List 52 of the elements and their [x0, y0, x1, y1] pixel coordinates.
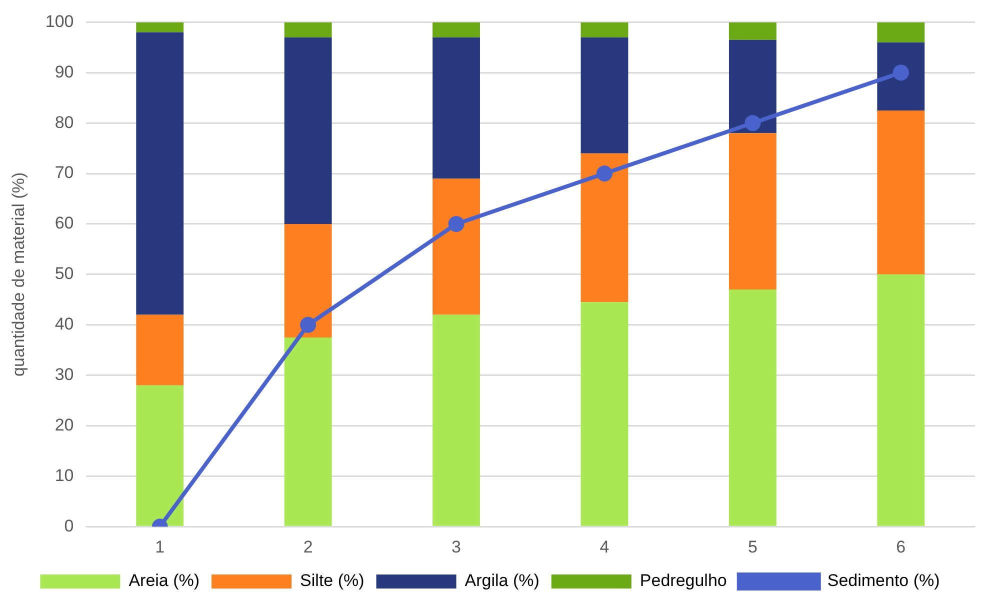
bar — [728, 40, 776, 134]
x-tick-label: 1 — [155, 537, 165, 556]
bar — [580, 153, 628, 302]
bar — [284, 224, 332, 338]
bar — [580, 37, 628, 154]
y-tick-label: 70 — [54, 163, 74, 182]
x-tick-label: 5 — [748, 537, 758, 556]
bar — [728, 290, 776, 526]
legend-label: Silte (%) — [300, 571, 364, 590]
bar — [284, 337, 332, 526]
bar — [728, 133, 776, 290]
y-tick-label: 30 — [54, 364, 74, 384]
bar — [877, 274, 925, 526]
x-tick-label: 2 — [303, 537, 313, 556]
legend-label: Argila (%) — [464, 571, 540, 590]
bar — [728, 22, 776, 40]
y-tick-label: 20 — [54, 415, 74, 434]
bar — [136, 32, 184, 315]
y-tick-label: 100 — [45, 12, 74, 31]
bar — [432, 37, 480, 179]
bar — [136, 314, 184, 386]
point — [744, 115, 761, 132]
bar — [136, 22, 184, 32]
bar — [284, 37, 332, 224]
legend-label: Areia (%) — [128, 571, 200, 590]
bar — [284, 22, 332, 38]
bar — [877, 42, 925, 110]
y-tick-label: 40 — [54, 314, 74, 334]
legend-label: Pedregulho — [640, 571, 727, 590]
x-tick-label: 3 — [452, 537, 462, 556]
bar — [877, 22, 925, 42]
y-tick-label: 60 — [54, 214, 74, 233]
y-tick-label: 90 — [54, 62, 74, 82]
legend-label: Sedimento (%) — [827, 571, 940, 590]
point — [892, 64, 909, 81]
y-tick-label: 0 — [64, 516, 74, 536]
y-axis-title: quantidade de material (%) — [8, 172, 28, 376]
bar — [580, 22, 628, 38]
y-tick-label: 50 — [54, 264, 74, 284]
point — [300, 316, 316, 333]
bar — [432, 178, 480, 315]
bar — [432, 22, 480, 38]
y-tick-label: 80 — [54, 112, 74, 132]
point — [596, 166, 612, 182]
point — [448, 216, 464, 232]
bar — [432, 314, 480, 526]
bar — [136, 385, 184, 526]
y-tick-label: 10 — [54, 466, 74, 485]
bar — [580, 302, 628, 526]
x-tick-label: 4 — [600, 537, 610, 556]
x-tick-label: 6 — [896, 537, 906, 556]
bar — [877, 110, 925, 274]
